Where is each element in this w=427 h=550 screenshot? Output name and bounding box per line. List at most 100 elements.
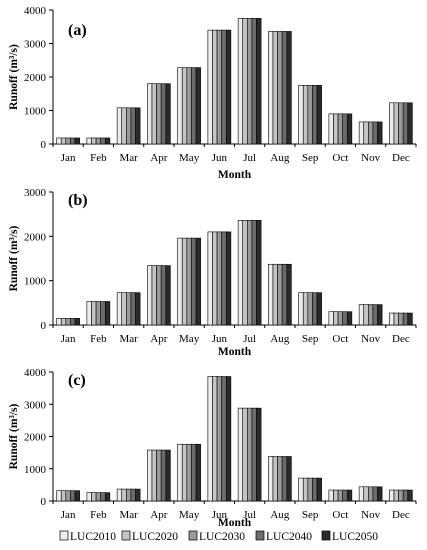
bar-mar-luc2010 (116, 292, 123, 326)
bar-apr-luc2020 (151, 449, 157, 502)
bar-jun-luc2030 (216, 29, 222, 145)
y-tick-label: 3000 (24, 187, 47, 199)
legend-swatch-luc2010 (59, 530, 69, 541)
bar-nov-luc2050 (377, 486, 383, 502)
bar-feb-luc2030 (95, 492, 101, 502)
bar-oct-luc2030 (337, 311, 343, 326)
x-tick-label: Oct (332, 333, 348, 345)
y-tick-label: 3000 (24, 399, 47, 411)
bar-aug-luc2040 (281, 456, 288, 502)
bar-mar-luc2050 (135, 107, 141, 145)
bar-nov-luc2050 (377, 304, 383, 326)
legend-label-luc2040: LUC2040 (266, 531, 312, 543)
bar-oct-luc2010 (328, 113, 334, 145)
bar-mar-luc2020 (121, 107, 127, 145)
x-tick-label: Nov (361, 333, 380, 345)
bar-feb-luc2010 (86, 301, 92, 326)
bar-sep-luc2050 (316, 85, 322, 145)
bar-oct-luc2020 (333, 311, 339, 326)
bar-nov-luc2050 (377, 121, 383, 145)
x-tick-label: Aug (270, 333, 289, 345)
bar-dec-luc2010 (389, 312, 395, 326)
x-tick-label: Apr (150, 152, 167, 164)
bar-sep-luc2030 (307, 477, 313, 502)
bar-sep-luc2020 (302, 85, 309, 145)
x-tick-label: Jul (243, 333, 256, 345)
bar-jul-luc2030 (247, 407, 253, 502)
bar-aug-luc2050 (286, 456, 292, 502)
chart-panel-1: 0 1000 2000 3000 4000 Jan Feb Mar Apr May Jun Jul Au… (8, 5, 417, 181)
x-tick-label: Oct (332, 152, 348, 164)
bar-jun-luc2010 (207, 376, 213, 502)
bar-nov-luc2010 (358, 304, 365, 326)
bar-jan-luc2030 (65, 490, 71, 502)
bar-apr-luc2050 (165, 83, 171, 145)
bar-apr-luc2040 (160, 83, 167, 145)
x-tick-label: Jun (212, 152, 228, 164)
x-tick-label: Mar (119, 509, 138, 521)
bar-jun-luc2020 (212, 29, 218, 145)
y-tick-label: 1000 (24, 106, 47, 118)
bar-dec-luc2030 (398, 489, 404, 502)
legend-swatch-luc2030 (188, 530, 198, 541)
bar-jul-luc2050 (256, 18, 262, 145)
bar-may-luc2010 (177, 67, 183, 145)
bar-jan-luc2040 (70, 137, 76, 145)
bar-jun-luc2020 (212, 376, 218, 502)
bar-dec-luc2020 (393, 489, 399, 502)
bar-dec-luc2040 (402, 312, 409, 326)
bar-oct-luc2040 (342, 489, 348, 502)
bar-sep-luc2040 (312, 85, 318, 145)
bar-sep-luc2010 (298, 85, 304, 145)
bar-feb-luc2040 (100, 301, 106, 326)
x-tick-label: Jul (243, 152, 256, 164)
bar-may-luc2020 (181, 443, 188, 502)
x-tick-label: Jun (212, 509, 228, 521)
bar-oct-luc2050 (346, 311, 353, 326)
bar-nov-luc2020 (363, 486, 369, 502)
bar-feb-luc2050 (104, 301, 111, 326)
bar-aug-luc2050 (286, 263, 292, 326)
bar-nov-luc2030 (368, 121, 374, 145)
bar-mar-luc2050 (135, 292, 141, 326)
bar-dec-luc2010 (389, 489, 395, 502)
bar-feb-luc2030 (95, 137, 101, 145)
x-tick-label: Dec (392, 509, 410, 521)
bar-apr-luc2030 (156, 265, 162, 326)
bar-may-luc2030 (186, 237, 192, 326)
bar-apr-luc2050 (165, 449, 171, 502)
x-tick-label: May (179, 333, 200, 345)
bar-jun-luc2050 (225, 231, 232, 326)
bar-jul-luc2050 (256, 407, 262, 502)
bar-aug-luc2030 (277, 456, 283, 502)
x-axis-title: Month (218, 346, 252, 358)
bar-apr-luc2050 (165, 265, 171, 326)
bar-dec-luc2050 (407, 102, 413, 145)
bar-jul-luc2010 (237, 18, 244, 145)
bar-jul-luc2050 (256, 220, 262, 326)
y-tick-label: 4000 (24, 367, 47, 379)
bar-oct-luc2020 (333, 113, 339, 145)
bar-feb-luc2020 (91, 492, 97, 502)
bar-jan-luc2010 (56, 318, 62, 326)
y-tick-label: 0 (41, 496, 47, 508)
y-tick-label: 2000 (24, 432, 47, 444)
y-axis-title: Runoff (m³/s) (8, 403, 20, 469)
bar-mar-luc2020 (121, 292, 127, 326)
bar-aug-luc2030 (277, 31, 283, 145)
bar-feb-luc2020 (91, 301, 97, 326)
bar-dec-luc2020 (393, 102, 399, 145)
bar-jul-luc2030 (247, 18, 253, 145)
bar-aug-luc2040 (281, 31, 288, 145)
x-tick-label: Sep (302, 152, 319, 164)
bar-jul-luc2020 (242, 220, 248, 326)
bar-apr-luc2010 (147, 265, 153, 326)
bar-dec-luc2010 (389, 102, 395, 145)
bar-jan-luc2040 (70, 490, 76, 502)
bar-dec-luc2050 (407, 312, 413, 326)
bar-may-luc2050 (195, 237, 201, 326)
bar-may-luc2040 (191, 67, 197, 145)
y-tick-label: 4000 (24, 5, 47, 17)
bar-sep-luc2030 (307, 292, 313, 326)
